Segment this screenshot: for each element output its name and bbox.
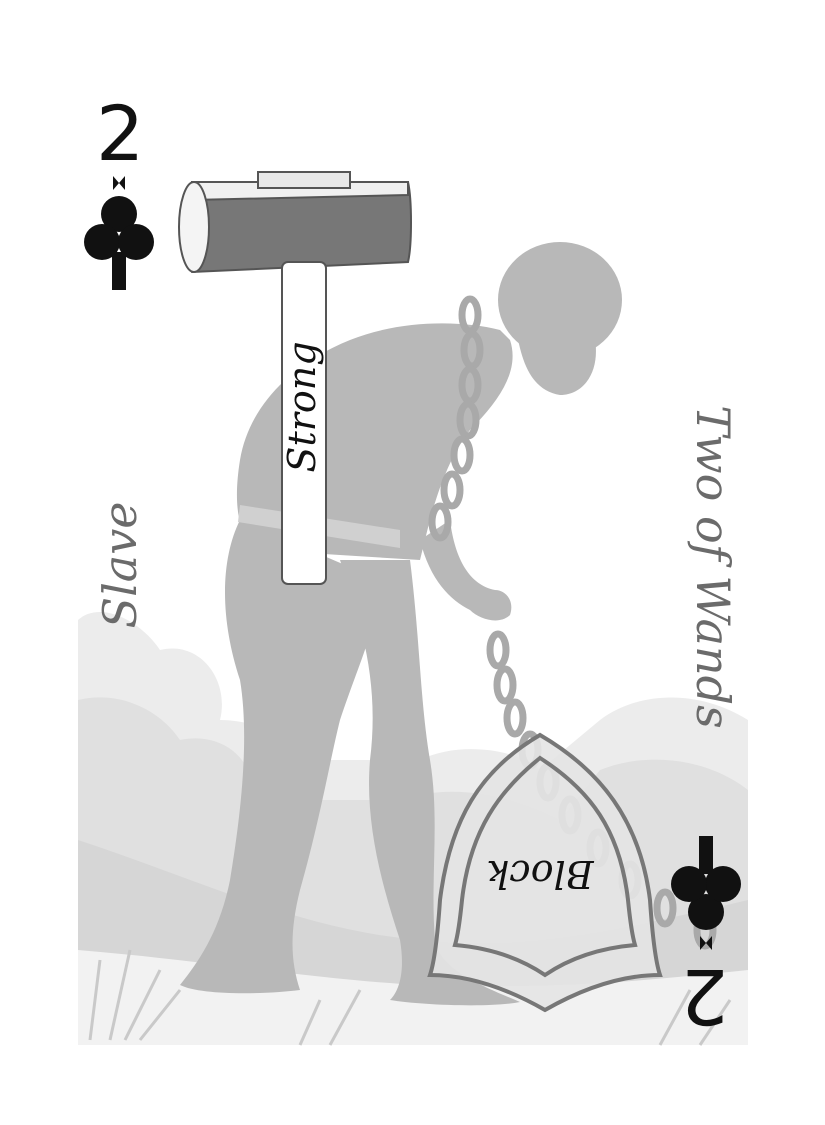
club-icon [671,836,741,950]
rank-bottom: 2 [680,952,729,1041]
rank-top: 2 [96,89,145,178]
tarot-name-label: Two of Wands [686,405,740,729]
neck-chain [428,295,484,542]
card-name-label: Slave [93,501,147,629]
club-icon [84,176,154,290]
shield-label: Block [486,852,594,896]
hammer-label: Strong [280,341,324,473]
shield [427,732,663,1013]
hammer [178,171,412,585]
